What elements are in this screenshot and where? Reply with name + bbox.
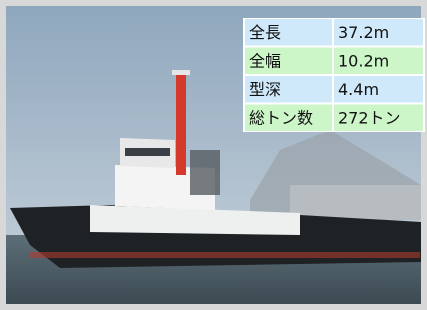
mast (176, 75, 186, 175)
spec-label: 総トン数 (249, 108, 313, 127)
waterline (30, 252, 420, 258)
spec-label: 全長 (249, 23, 281, 42)
windows (125, 148, 170, 156)
spec-value: 272トン (338, 108, 401, 127)
spec-label: 型深 (249, 80, 281, 99)
spec-label: 全幅 (249, 51, 281, 70)
spec-value: 37.2m (338, 23, 389, 42)
page: 全長37.2m全幅10.2m型深4.4m総トン数272トン (() => { c… (0, 0, 427, 310)
spec-value: 10.2m (338, 51, 389, 70)
spec-table: 全長 37.2m 全幅 10.2m 型深 4.4m 総トン数 272トン (243, 18, 425, 132)
mast-top (172, 70, 190, 75)
spec-value: 4.4m (338, 80, 379, 99)
funnel (190, 150, 220, 195)
harbor (290, 185, 421, 220)
photo: 全長 37.2m 全幅 10.2m 型深 4.4m 総トン数 272トン (0, 0, 427, 310)
